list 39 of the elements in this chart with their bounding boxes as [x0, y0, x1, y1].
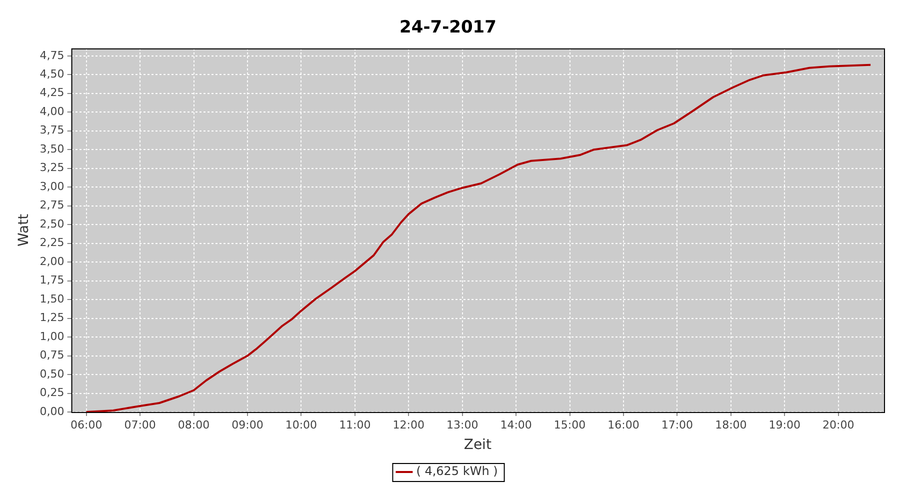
y-tick-label: 0,00 [40, 404, 64, 418]
y-tick-label: 2,50 [40, 217, 64, 230]
x-tick-label: 06:00 [70, 418, 102, 432]
y-tick-label: 0,25 [40, 386, 64, 400]
x-axis-title: Zeit [464, 437, 492, 454]
y-tick-label: 4,00 [40, 104, 64, 118]
y-tick-label: 0,75 [40, 348, 64, 362]
x-tick-label: 18:00 [715, 418, 747, 432]
y-tick-label: 2,25 [40, 236, 64, 250]
y-tick-label: 1,50 [40, 292, 64, 306]
x-tick-label: 17:00 [661, 418, 694, 432]
x-tick-label: 10:00 [285, 418, 318, 432]
x-tick-label: 13:00 [446, 418, 478, 432]
y-tick-label: 4,50 [40, 68, 64, 80]
y-tick-label: 3,25 [40, 161, 64, 174]
x-tick-label: 19:00 [768, 418, 800, 432]
legend-label: ( 4,625 kWh ) [416, 464, 498, 478]
y-tick-label: 1,25 [40, 311, 64, 324]
x-tick-label: 09:00 [232, 418, 264, 432]
x-tick-label: 11:00 [339, 418, 371, 432]
x-tick-label: 07:00 [124, 418, 156, 432]
x-tick-label: 15:00 [554, 418, 586, 432]
y-axis-title: Watt [16, 213, 32, 246]
y-tick-label: 4,75 [40, 48, 64, 62]
y-tick-label: 1,75 [40, 274, 64, 287]
x-tick-label: 12:00 [392, 418, 424, 432]
y-tick-label: 2,75 [40, 198, 64, 212]
y-tick-label: 0,50 [40, 367, 64, 380]
y-tick-label: 1,00 [40, 330, 64, 343]
chart-title: 24-7-2017 [400, 18, 496, 38]
x-tick-label: 14:00 [500, 418, 532, 432]
y-tick-label: 4,25 [40, 86, 64, 100]
y-tick-label: 2,00 [40, 254, 64, 268]
x-tick-label: 20:00 [822, 418, 854, 432]
y-tick-label: 3,50 [40, 142, 64, 156]
x-tick-label: 16:00 [608, 418, 640, 432]
y-tick-label: 3,75 [40, 124, 64, 137]
x-tick-label: 08:00 [178, 418, 210, 432]
y-tick-label: 3,00 [40, 180, 64, 193]
